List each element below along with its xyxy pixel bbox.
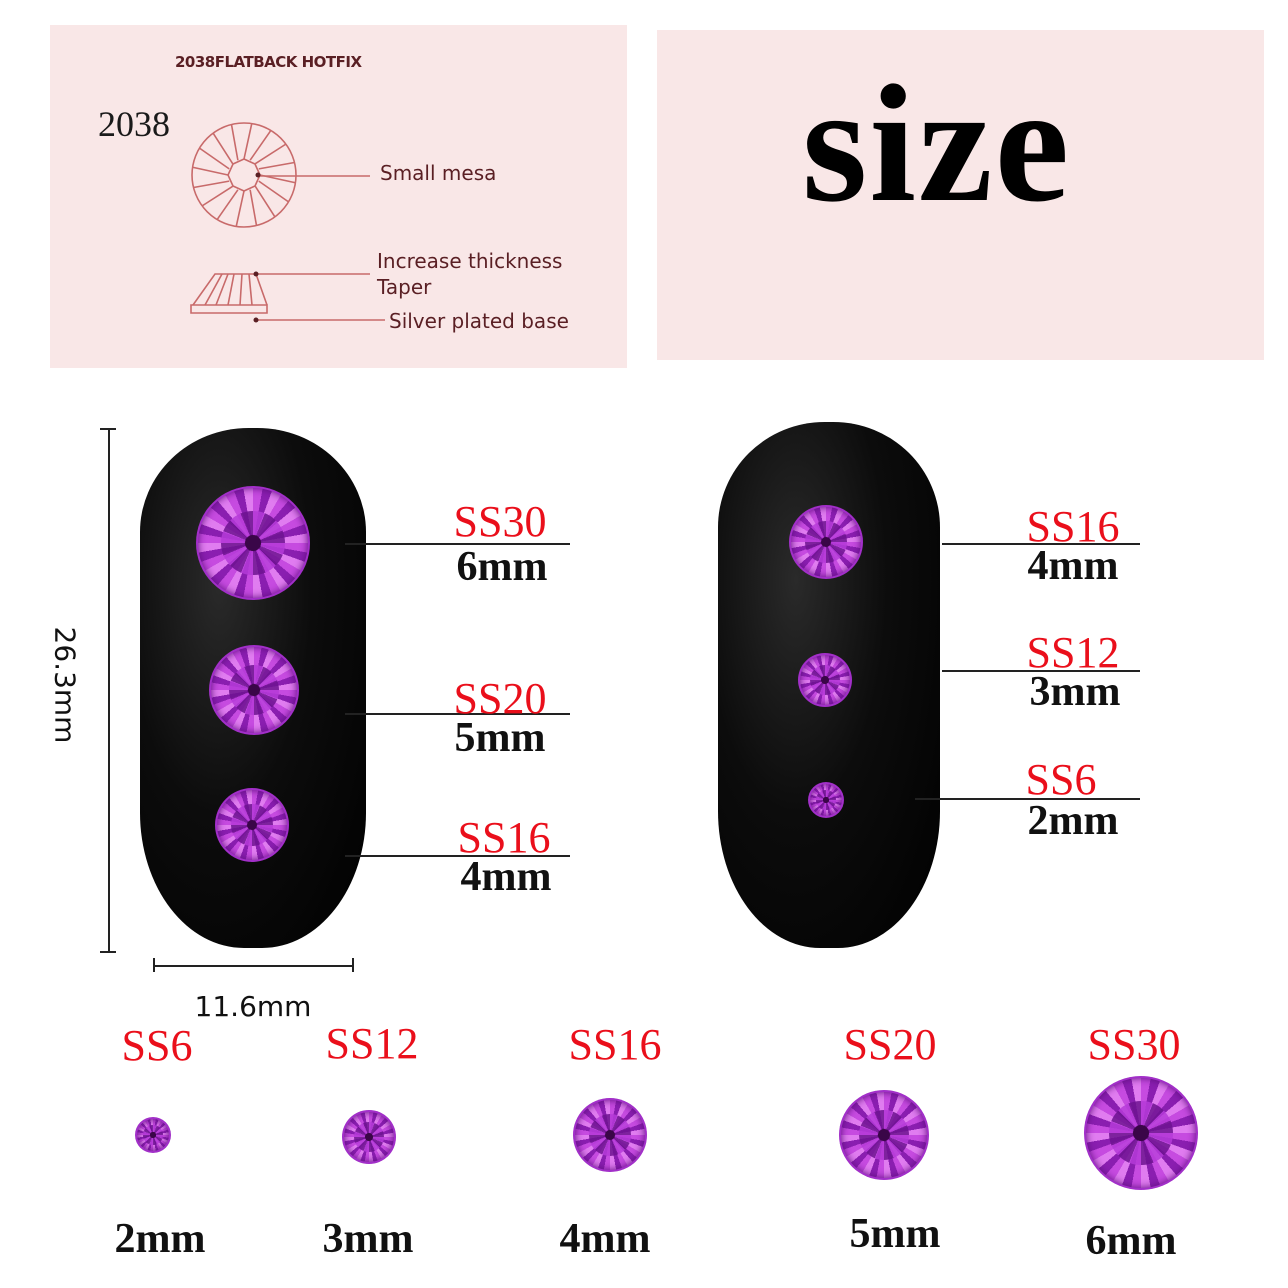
size-label: SS16 (568, 1020, 662, 1069)
callout-increase-thickness: Increase thickness (377, 249, 563, 273)
gem-ss12 (798, 653, 852, 707)
callout-small-mesa: Small mesa (380, 161, 497, 185)
leader-line (345, 855, 570, 857)
title-panel: size (657, 30, 1264, 360)
diagram-spoke (254, 143, 287, 165)
diagram-spoke (249, 130, 272, 161)
diagram-spoke (192, 166, 229, 176)
rhinestone-diagram-icon (190, 122, 385, 323)
mm-label: 4mm (460, 854, 552, 900)
diagram-spoke (212, 132, 234, 165)
diagram-spoke (243, 123, 253, 160)
gem-ss6 (135, 1117, 171, 1153)
diagram-spoke (254, 185, 276, 218)
size-label: SS12 (1026, 628, 1120, 677)
gem-ss12 (342, 1110, 396, 1164)
size-label: SS12 (325, 1019, 419, 1068)
width-label: 11.6mm (194, 990, 312, 1023)
gem-ss16 (789, 505, 863, 579)
diagram-spoke (258, 161, 295, 170)
leader-line (915, 798, 1140, 800)
height-label: 26.3mm (48, 626, 82, 744)
mm-label: 2mm (1027, 798, 1119, 844)
mm-label: 6mm (1085, 1218, 1177, 1264)
size-label: SS30 (453, 497, 547, 546)
gem-ss16 (573, 1098, 647, 1172)
leader-line (942, 670, 1140, 672)
callout-taper: Taper (377, 275, 432, 299)
diagram-spoke (199, 147, 230, 170)
size-label: SS6 (1025, 755, 1097, 804)
diagram-spoke (235, 190, 245, 227)
gem-ss20 (839, 1090, 929, 1180)
size-label: SS16 (457, 813, 551, 862)
mm-label: 3mm (322, 1216, 414, 1262)
mm-label: 5mm (454, 715, 546, 761)
leader-line (345, 713, 570, 715)
mm-label: 5mm (849, 1211, 941, 1257)
size-label: SS20 (843, 1020, 937, 1069)
diagram-spoke (249, 189, 258, 226)
leader-line (345, 543, 570, 545)
mm-label: 2mm (114, 1216, 206, 1262)
size-label: SS20 (453, 674, 547, 723)
page-title: size (802, 51, 1072, 237)
diagram-spoke (193, 180, 230, 189)
gem-ss6 (808, 782, 844, 818)
width-dimension-cap (352, 958, 354, 972)
diagram-spoke (216, 189, 239, 220)
diagram-spoke (201, 185, 234, 207)
size-label: SS16 (1026, 502, 1120, 551)
gem-ss30 (1084, 1076, 1198, 1190)
mm-label: 4mm (559, 1216, 651, 1262)
callout-silver-plated-base: Silver plated base (389, 309, 569, 333)
size-label: SS30 (1087, 1020, 1181, 1069)
size-label: SS6 (121, 1021, 193, 1070)
height-dimension-cap (100, 951, 116, 953)
gem-ss20 (209, 645, 299, 735)
gem-ss30 (196, 486, 310, 600)
diagram-spoke (230, 124, 239, 161)
height-dimension-line (108, 428, 110, 952)
height-dimension-cap (100, 428, 116, 430)
mm-label: 3mm (1029, 669, 1121, 715)
width-dimension-cap (153, 958, 155, 972)
rhinestone-diagram-panel: 2038FLATBACK HOTFIX 2038 Small mesa Incr… (50, 25, 627, 368)
leader-line (942, 543, 1140, 545)
gem-ss16 (215, 788, 289, 862)
diagram-spoke (258, 180, 289, 203)
mm-label: 6mm (456, 544, 548, 590)
diagram-heading: 2038FLATBACK HOTFIX (175, 53, 362, 71)
model-number: 2038 (98, 104, 170, 144)
mm-label: 4mm (1027, 543, 1119, 589)
width-dimension-line (153, 965, 353, 967)
